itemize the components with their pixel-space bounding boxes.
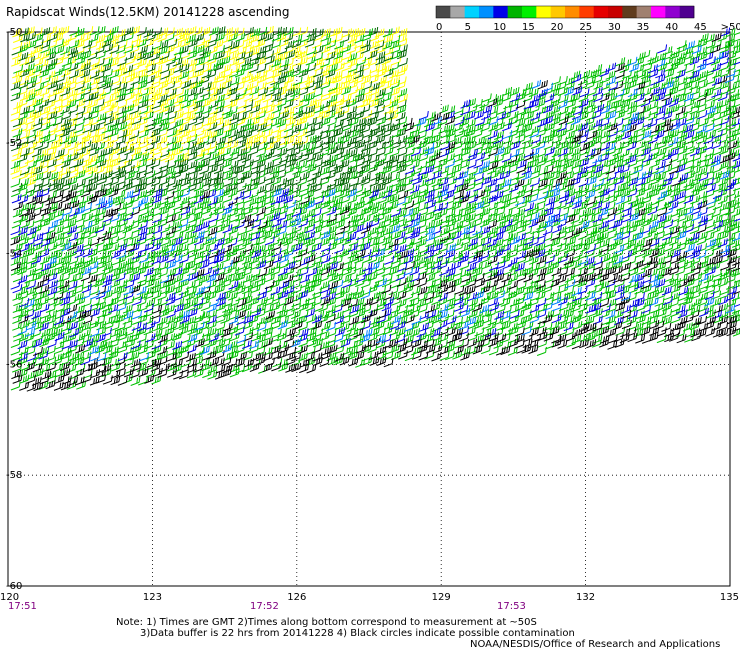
scale-swatch <box>636 6 652 18</box>
longitude-tick-label: 126 <box>287 592 306 603</box>
scale-swatch <box>464 6 480 18</box>
credit-line: NOAA/NESDIS/Office of Research and Appli… <box>470 639 721 650</box>
scale-swatch <box>493 6 508 18</box>
scale-swatch <box>651 6 666 18</box>
wind-barb-group <box>10 26 740 391</box>
time-label: 17:51 <box>8 601 37 612</box>
color-scale-labels: 0 5 10 15 20 25 30 35 40 45 >50 knots <box>436 22 740 33</box>
scale-swatch <box>507 6 523 18</box>
scale-swatch <box>522 6 537 18</box>
note-line-1: Note: 1) Times are GMT 2)Times along bot… <box>116 617 537 628</box>
time-label: 17:53 <box>497 601 526 612</box>
latitude-tick-label: -58 <box>6 470 22 481</box>
time-labels: 17:51 17:52 17:53 <box>8 601 526 612</box>
latitude-tick-label: -50 <box>6 27 22 38</box>
longitude-tick-label: 123 <box>143 592 162 603</box>
scale-label: 20 <box>551 22 564 33</box>
scale-swatch <box>479 6 494 18</box>
scale-label: 30 <box>608 22 621 33</box>
scale-swatch <box>536 6 551 18</box>
color-scale-bar <box>435 5 695 19</box>
scale-swatch <box>665 6 680 18</box>
latitude-tick-label: -52 <box>6 138 22 149</box>
longitude-tick-label: 129 <box>432 592 451 603</box>
wind-barb-group <box>17 40 740 362</box>
scale-swatch <box>622 6 637 18</box>
scale-swatch <box>550 6 566 18</box>
longitude-tick-label: 120 <box>0 592 19 603</box>
scale-label: 10 <box>493 22 506 33</box>
scale-label: 0 <box>436 22 442 33</box>
scale-swatch <box>608 6 623 18</box>
scale-swatch <box>450 6 465 18</box>
latitude-tick-label: -54 <box>6 249 22 260</box>
longitude-labels: 120 123 126 129 132 135 <box>0 592 739 603</box>
wind-barb-group <box>10 32 740 392</box>
note-line-2: 3)Data buffer is 22 hrs from 20141228 4)… <box>140 628 575 639</box>
wind-barb-group <box>10 25 408 187</box>
scale-swatch <box>593 6 609 18</box>
scale-label: 15 <box>522 22 535 33</box>
scale-swatch <box>679 6 695 18</box>
map-title: Rapidscat Winds(12.5KM) 20141228 ascendi… <box>6 5 290 19</box>
wind-barbs <box>10 25 740 392</box>
latitude-tick-label: -60 <box>6 581 22 592</box>
longitude-tick-label: 135 <box>720 592 739 603</box>
scale-swatch <box>579 6 594 18</box>
scale-label: 25 <box>579 22 592 33</box>
plot-frame <box>7 31 731 587</box>
latitude-tick-label: -56 <box>6 359 22 370</box>
scale-swatch <box>436 6 451 18</box>
wind-barb-group <box>10 27 740 366</box>
scale-label: 5 <box>465 22 471 33</box>
wind-barb-group <box>10 26 408 194</box>
longitude-tick-label: 132 <box>576 592 595 603</box>
graticule <box>8 32 730 586</box>
time-label: 17:52 <box>250 601 279 612</box>
scale-label: >50 knots <box>721 22 740 33</box>
latitude-labels: -50 -52 -54 -56 -58 -60 <box>6 27 22 592</box>
scale-label: 35 <box>637 22 650 33</box>
scale-label: 40 <box>665 22 678 33</box>
scale-label: 45 <box>694 22 707 33</box>
scale-swatch <box>565 6 580 18</box>
